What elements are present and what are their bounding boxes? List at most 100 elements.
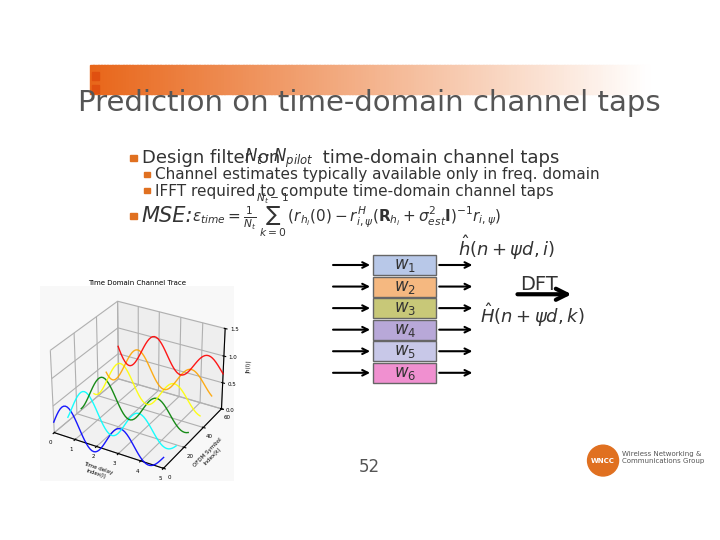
- Bar: [495, 65, 498, 94]
- Bar: [338, 65, 342, 94]
- Bar: [221, 65, 225, 94]
- Bar: [355, 65, 359, 94]
- Bar: [534, 65, 537, 94]
- Bar: [433, 65, 437, 94]
- Bar: [333, 65, 336, 94]
- Bar: [246, 65, 250, 94]
- Bar: [492, 65, 495, 94]
- Bar: [441, 65, 445, 94]
- FancyBboxPatch shape: [373, 363, 436, 383]
- Bar: [313, 65, 317, 94]
- Bar: [486, 65, 490, 94]
- Bar: [182, 65, 186, 94]
- Bar: [269, 65, 272, 94]
- Bar: [140, 65, 144, 94]
- Bar: [411, 65, 415, 94]
- Bar: [453, 65, 456, 94]
- Bar: [160, 65, 163, 94]
- Bar: [285, 65, 289, 94]
- Bar: [645, 65, 649, 94]
- Bar: [402, 65, 406, 94]
- Bar: [218, 65, 222, 94]
- Bar: [347, 65, 350, 94]
- Bar: [157, 65, 161, 94]
- Bar: [517, 65, 521, 94]
- Bar: [294, 65, 297, 94]
- Bar: [263, 65, 266, 94]
- Bar: [280, 65, 283, 94]
- X-axis label: Time delay
index(l): Time delay index(l): [81, 462, 114, 481]
- Bar: [567, 65, 571, 94]
- Bar: [626, 65, 629, 94]
- Bar: [575, 65, 579, 94]
- Bar: [531, 65, 534, 94]
- Bar: [590, 65, 593, 94]
- Bar: [213, 65, 216, 94]
- Bar: [584, 65, 588, 94]
- Bar: [118, 65, 122, 94]
- FancyBboxPatch shape: [373, 276, 436, 296]
- Bar: [144, 172, 150, 177]
- Text: Channel estimates typically available only in freq. domain: Channel estimates typically available on…: [155, 167, 600, 183]
- Bar: [215, 65, 219, 94]
- Bar: [475, 65, 479, 94]
- Bar: [547, 65, 551, 94]
- Bar: [620, 65, 624, 94]
- Bar: [587, 65, 590, 94]
- Bar: [498, 65, 501, 94]
- Bar: [96, 65, 99, 94]
- Bar: [249, 65, 253, 94]
- Bar: [559, 65, 562, 94]
- Bar: [305, 65, 308, 94]
- Bar: [570, 65, 573, 94]
- Bar: [380, 65, 384, 94]
- Bar: [642, 65, 646, 94]
- Bar: [91, 72, 99, 80]
- Bar: [416, 65, 420, 94]
- Bar: [138, 65, 141, 94]
- Bar: [129, 65, 132, 94]
- Bar: [366, 65, 370, 94]
- Bar: [243, 65, 247, 94]
- Bar: [101, 65, 104, 94]
- Bar: [319, 65, 323, 94]
- Y-axis label: OFDM Symbol
Index(k): OFDM Symbol Index(k): [193, 437, 228, 472]
- Bar: [163, 65, 166, 94]
- Bar: [436, 65, 439, 94]
- Bar: [505, 65, 509, 94]
- Bar: [207, 65, 211, 94]
- Bar: [327, 65, 330, 94]
- Bar: [166, 65, 169, 94]
- Bar: [151, 65, 155, 94]
- Bar: [130, 213, 137, 219]
- Bar: [196, 65, 199, 94]
- Circle shape: [588, 445, 618, 476]
- Bar: [631, 65, 635, 94]
- Text: $w_{4}$: $w_{4}$: [394, 321, 415, 339]
- Bar: [374, 65, 378, 94]
- Bar: [386, 65, 390, 94]
- Bar: [629, 65, 632, 94]
- Bar: [545, 65, 549, 94]
- Bar: [121, 65, 125, 94]
- Bar: [615, 65, 618, 94]
- Bar: [336, 65, 339, 94]
- Bar: [595, 65, 598, 94]
- Bar: [235, 65, 238, 94]
- Bar: [176, 65, 180, 94]
- Text: WNCC: WNCC: [591, 457, 615, 463]
- Bar: [238, 65, 241, 94]
- Bar: [258, 65, 261, 94]
- Text: Prediction on time-domain channel taps: Prediction on time-domain channel taps: [78, 89, 660, 117]
- Bar: [135, 65, 138, 94]
- Bar: [467, 65, 470, 94]
- Bar: [144, 188, 150, 193]
- Bar: [520, 65, 523, 94]
- Text: ESPL: ESPL: [102, 447, 175, 471]
- Bar: [422, 65, 426, 94]
- Bar: [230, 65, 233, 94]
- Bar: [600, 65, 604, 94]
- Bar: [428, 65, 431, 94]
- Bar: [316, 65, 320, 94]
- Bar: [431, 65, 434, 94]
